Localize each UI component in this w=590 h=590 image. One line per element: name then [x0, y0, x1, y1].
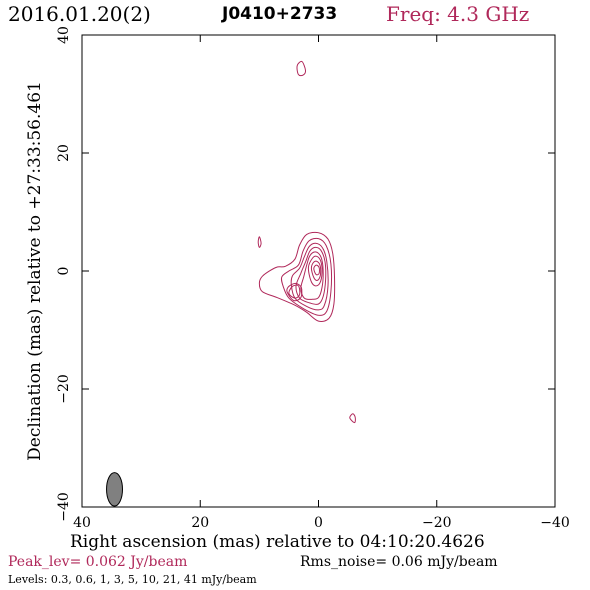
source-name: J0410+2733 — [222, 4, 338, 24]
contour-line — [310, 260, 322, 281]
x-tick-label: −20 — [422, 515, 452, 531]
contour-line — [288, 284, 301, 299]
frequency-label: Freq: 4.3 GHz — [386, 2, 530, 26]
contour-line — [307, 255, 323, 287]
y-tick-label: −40 — [56, 492, 72, 522]
contour-line — [296, 60, 307, 77]
y-tick-label: −20 — [56, 374, 72, 404]
observation-date: 2016.01.20(2) — [8, 2, 151, 26]
x-tick-label: −40 — [540, 515, 570, 531]
contour-line — [295, 246, 327, 305]
contour-line — [313, 264, 320, 276]
y-axis-label: Declination (mas) relative to +27:33:56.… — [25, 81, 45, 461]
contour-line — [258, 231, 336, 322]
y-tick-label: 0 — [56, 267, 72, 276]
x-tick-label: 40 — [73, 515, 91, 531]
x-tick-label: 0 — [314, 515, 323, 531]
beam-ellipse — [106, 472, 124, 507]
contour-line — [300, 251, 324, 300]
plot-frame — [81, 34, 556, 508]
x-axis-label: Right ascension (mas) relative to 04:10:… — [70, 532, 485, 552]
contour-line — [349, 413, 356, 424]
y-tick-label: 20 — [56, 144, 72, 162]
contour-levels: Levels: 0.3, 0.6, 1, 3, 5, 10, 21, 41 mJ… — [8, 573, 257, 586]
contour-line — [290, 242, 329, 311]
peak-level: Peak_lev= 0.062 Jy/beam — [8, 554, 188, 570]
y-tick-label: 40 — [56, 26, 72, 44]
rms-noise: Rms_noise= 0.06 mJy/beam — [300, 554, 498, 570]
contour-line — [257, 236, 262, 248]
contour-line — [286, 282, 303, 302]
contour-line — [280, 237, 332, 316]
x-tick-label: 20 — [191, 515, 209, 531]
